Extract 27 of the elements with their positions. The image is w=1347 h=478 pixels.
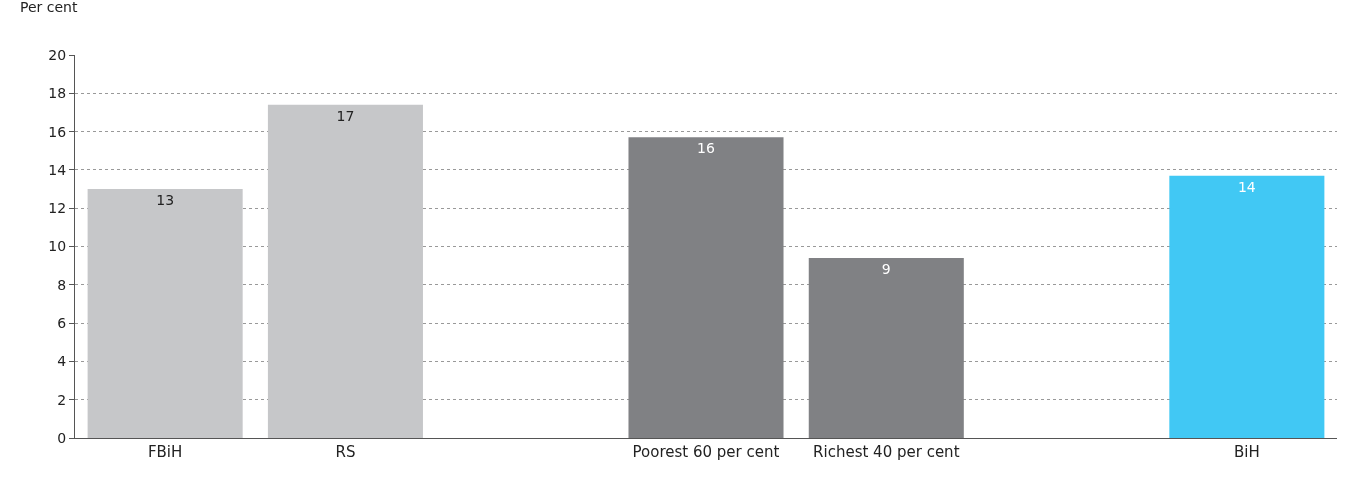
data-label: 9 [881,260,891,277]
y-tick-label: 0 [57,429,67,446]
y-axis-title: Per cent [20,0,78,15]
x-tick-label: BiH [1233,443,1260,461]
bar [808,257,964,438]
data-label: 13 [156,192,175,209]
data-label: 16 [697,140,715,157]
bar [267,104,423,438]
y-tick-label: 20 [48,46,67,63]
x-tick-label: RS [335,443,356,461]
x-tick-label: FBiH [147,443,183,461]
bar [628,137,784,438]
y-tick-label: 10 [48,238,67,255]
bar [87,189,243,438]
y-tick-label: 6 [57,315,67,331]
x-tick-label: Richest 40 per cent [813,443,960,461]
x-tick-label: Poorest 60 per cent [632,443,780,461]
y-tick-label: 2 [57,391,67,408]
y-tick-label: 18 [48,85,67,102]
data-label: 14 [1237,178,1256,195]
y-tick-label: 12 [48,200,67,217]
data-label: 17 [336,107,355,124]
y-tick-label: 8 [57,276,67,293]
y-tick-label: 14 [48,161,67,178]
y-tick-label: 16 [48,123,67,140]
y-tick-label: 4 [57,353,67,370]
bar [1169,175,1325,438]
